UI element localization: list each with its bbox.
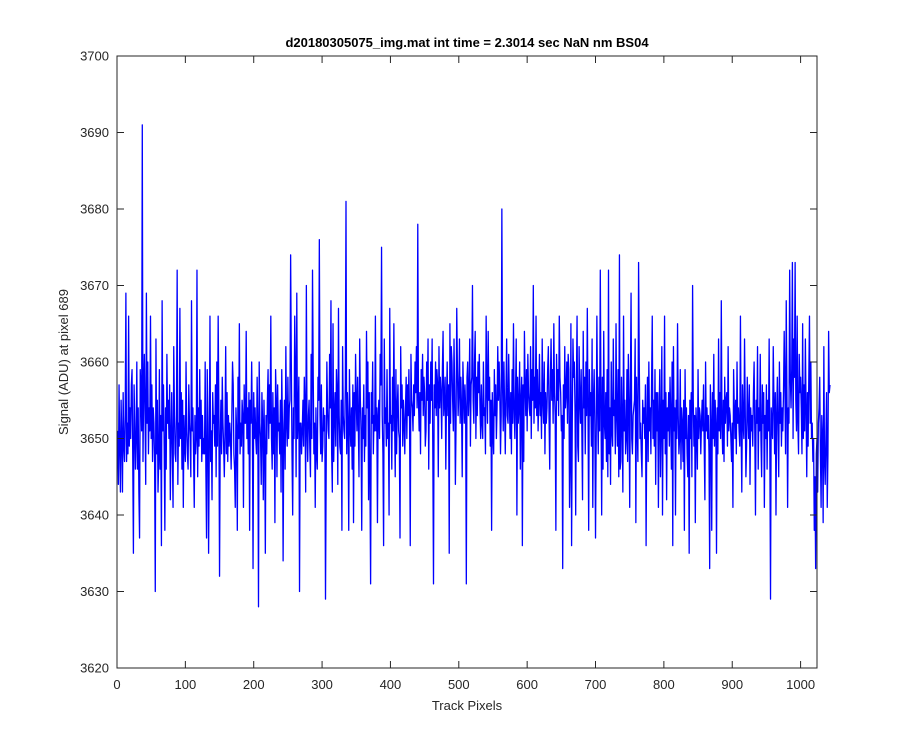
y-tick-label: 3650 (80, 431, 109, 446)
y-tick-label: 3670 (80, 278, 109, 293)
plot-area (117, 56, 817, 668)
x-tick-label: 500 (448, 677, 470, 692)
x-tick-label: 700 (585, 677, 607, 692)
y-tick-label: 3660 (80, 355, 109, 370)
y-tick-label: 3640 (80, 508, 109, 523)
x-tick-label: 100 (175, 677, 197, 692)
y-tick-label: 3620 (80, 661, 109, 676)
x-tick-label: 400 (380, 677, 402, 692)
y-tick-label: 3630 (80, 584, 109, 599)
x-axis-label: Track Pixels (432, 698, 503, 713)
chart-title: d20180305075_img.mat int time = 2.3014 s… (285, 35, 649, 50)
x-tick-label: 600 (516, 677, 538, 692)
x-axis: 0 100 200 300 400 500 600 700 800 900 1000 (113, 56, 815, 692)
series-line-1 (117, 124, 831, 608)
x-tick-label: 300 (311, 677, 333, 692)
y-tick-label: 3700 (80, 49, 109, 64)
y-axis-label: Signal (ADU) at pixel 689 (56, 289, 71, 435)
x-tick-label: 900 (721, 677, 743, 692)
x-tick-label: 0 (113, 677, 120, 692)
x-tick-label: 200 (243, 677, 265, 692)
y-tick-label: 3690 (80, 125, 109, 140)
x-tick-label: 1000 (786, 677, 815, 692)
y-axis: 3620 3630 3640 3650 3660 3670 3680 3690 3700 (80, 49, 817, 676)
series-layer (117, 124, 831, 608)
x-tick-label: 800 (653, 677, 675, 692)
y-tick-label: 3680 (80, 202, 109, 217)
